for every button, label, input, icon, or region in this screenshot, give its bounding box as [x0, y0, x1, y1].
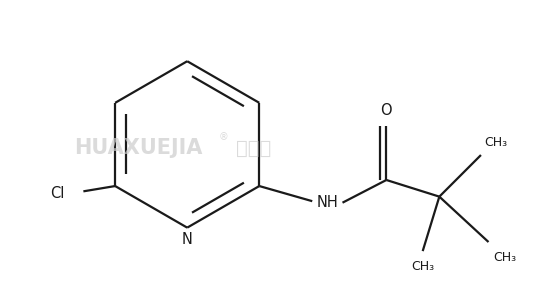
Text: Cl: Cl [50, 186, 64, 201]
Text: CH₃: CH₃ [493, 251, 516, 264]
Text: NH: NH [317, 195, 339, 210]
Text: CH₃: CH₃ [484, 136, 507, 149]
Text: CH₃: CH₃ [411, 260, 434, 273]
Text: HUAXUEJIA: HUAXUEJIA [74, 138, 202, 158]
Text: N: N [182, 232, 193, 247]
Text: O: O [380, 103, 392, 118]
Text: ®: ® [219, 132, 229, 142]
Text: 化学加: 化学加 [236, 139, 272, 158]
